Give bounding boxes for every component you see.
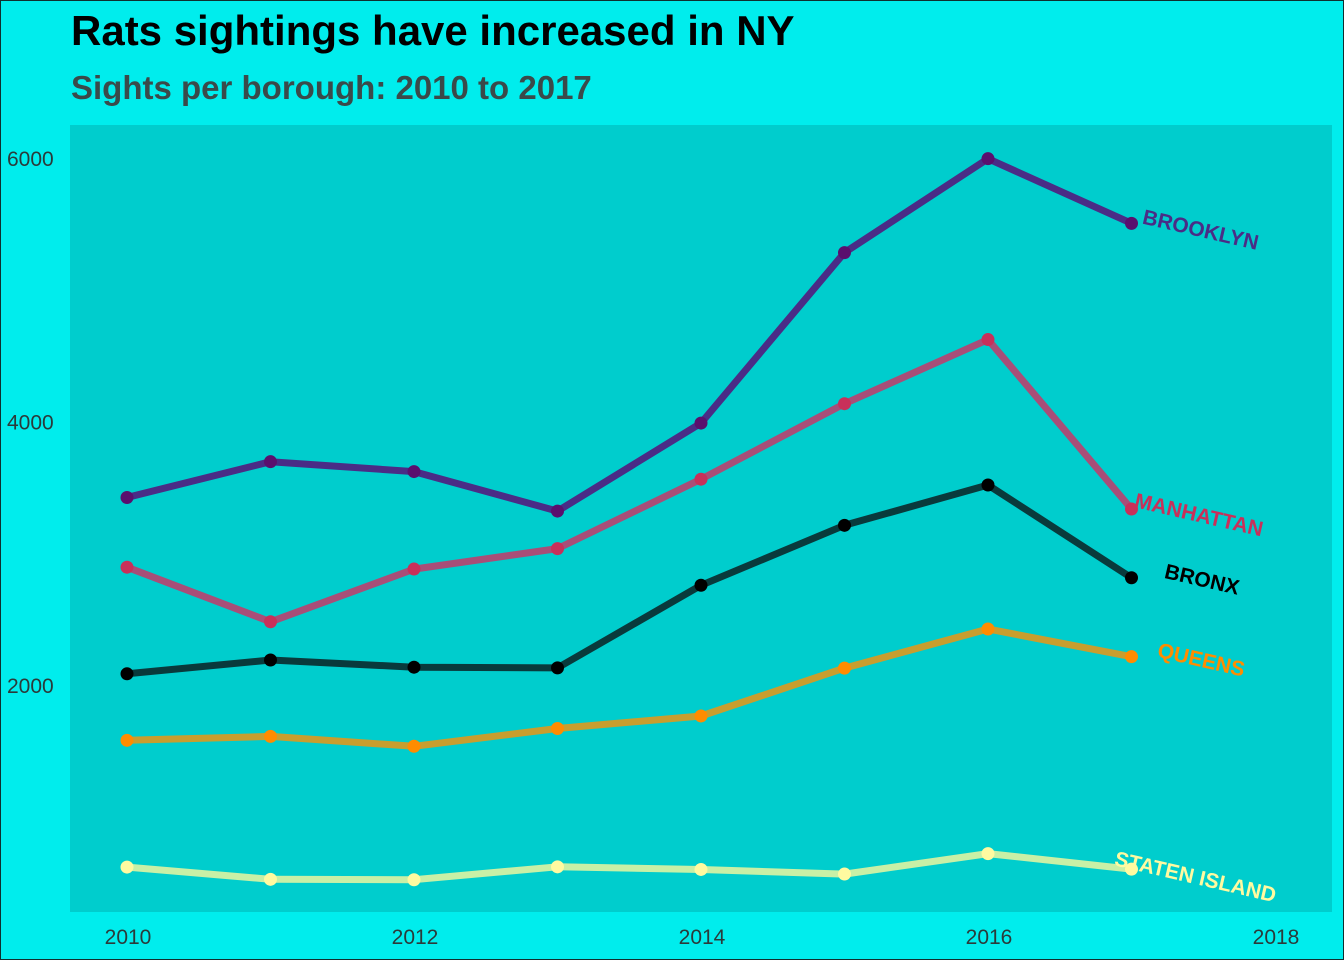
data-point-queens-2015 — [838, 661, 851, 675]
data-point-staten-island-2016 — [981, 847, 995, 861]
series-line-staten-island — [123, 850, 1135, 884]
chart-title: Rats sightings have increased in NY — [71, 7, 795, 54]
data-point-bronx-2013 — [551, 661, 564, 675]
data-point-staten-island-2012 — [407, 873, 421, 887]
data-point-queens-2016 — [981, 622, 995, 636]
data-point-queens-2010 — [120, 733, 134, 747]
data-point-staten-island-2015 — [838, 867, 851, 881]
x-tick-label-2010: 2010 — [105, 926, 152, 949]
data-point-bronx-2015 — [838, 518, 851, 532]
data-point-manhattan-2010 — [120, 560, 134, 574]
y-tick-label-6000: 6000 — [7, 148, 54, 171]
data-point-brooklyn-2011 — [264, 455, 277, 469]
data-point-staten-island-2013 — [551, 860, 564, 874]
data-point-staten-island-2014 — [694, 862, 708, 876]
data-point-bronx-2010 — [120, 667, 134, 681]
data-point-brooklyn-2013 — [551, 504, 564, 518]
data-point-manhattan-2012 — [407, 562, 421, 576]
data-point-manhattan-2017 — [1125, 502, 1138, 516]
data-point-queens-2013 — [551, 721, 564, 735]
data-point-bronx-2016 — [981, 478, 995, 492]
series-line-bronx — [123, 481, 1135, 678]
data-point-brooklyn-2014 — [694, 416, 708, 430]
x-tick-label-2012: 2012 — [392, 926, 439, 949]
data-point-queens-2012 — [407, 739, 421, 753]
data-point-manhattan-2014 — [694, 472, 708, 486]
data-point-staten-island-2011 — [264, 872, 277, 886]
y-tick-label-2000: 2000 — [7, 675, 54, 698]
data-point-brooklyn-2017 — [1125, 216, 1138, 230]
data-point-brooklyn-2015 — [838, 246, 851, 260]
x-tick-label-2016: 2016 — [966, 926, 1013, 949]
series-line-brooklyn — [123, 155, 1135, 515]
data-point-manhattan-2013 — [551, 542, 564, 556]
data-point-staten-island-2010 — [120, 860, 134, 874]
data-point-brooklyn-2012 — [407, 465, 421, 479]
data-point-manhattan-2011 — [264, 615, 277, 629]
series-line-queens — [123, 625, 1135, 750]
data-point-brooklyn-2016 — [981, 152, 995, 166]
data-point-bronx-2017 — [1125, 571, 1138, 585]
data-point-bronx-2011 — [264, 653, 277, 667]
y-tick-label-4000: 4000 — [7, 412, 54, 435]
series-line-manhattan — [123, 336, 1135, 626]
data-point-bronx-2014 — [694, 578, 708, 592]
plot-panel — [70, 125, 1332, 912]
data-point-queens-2014 — [694, 709, 708, 723]
chart-subtitle: Sights per borough: 2010 to 2017 — [71, 69, 592, 106]
data-point-manhattan-2015 — [838, 397, 851, 411]
x-tick-label-2018: 2018 — [1253, 926, 1300, 949]
data-point-queens-2011 — [264, 729, 277, 743]
x-tick-label-2014: 2014 — [679, 926, 726, 949]
data-point-brooklyn-2010 — [120, 491, 134, 505]
data-point-queens-2017 — [1125, 650, 1138, 664]
data-point-staten-island-2017 — [1125, 862, 1138, 876]
data-point-manhattan-2016 — [981, 333, 995, 347]
data-point-bronx-2012 — [407, 660, 421, 674]
